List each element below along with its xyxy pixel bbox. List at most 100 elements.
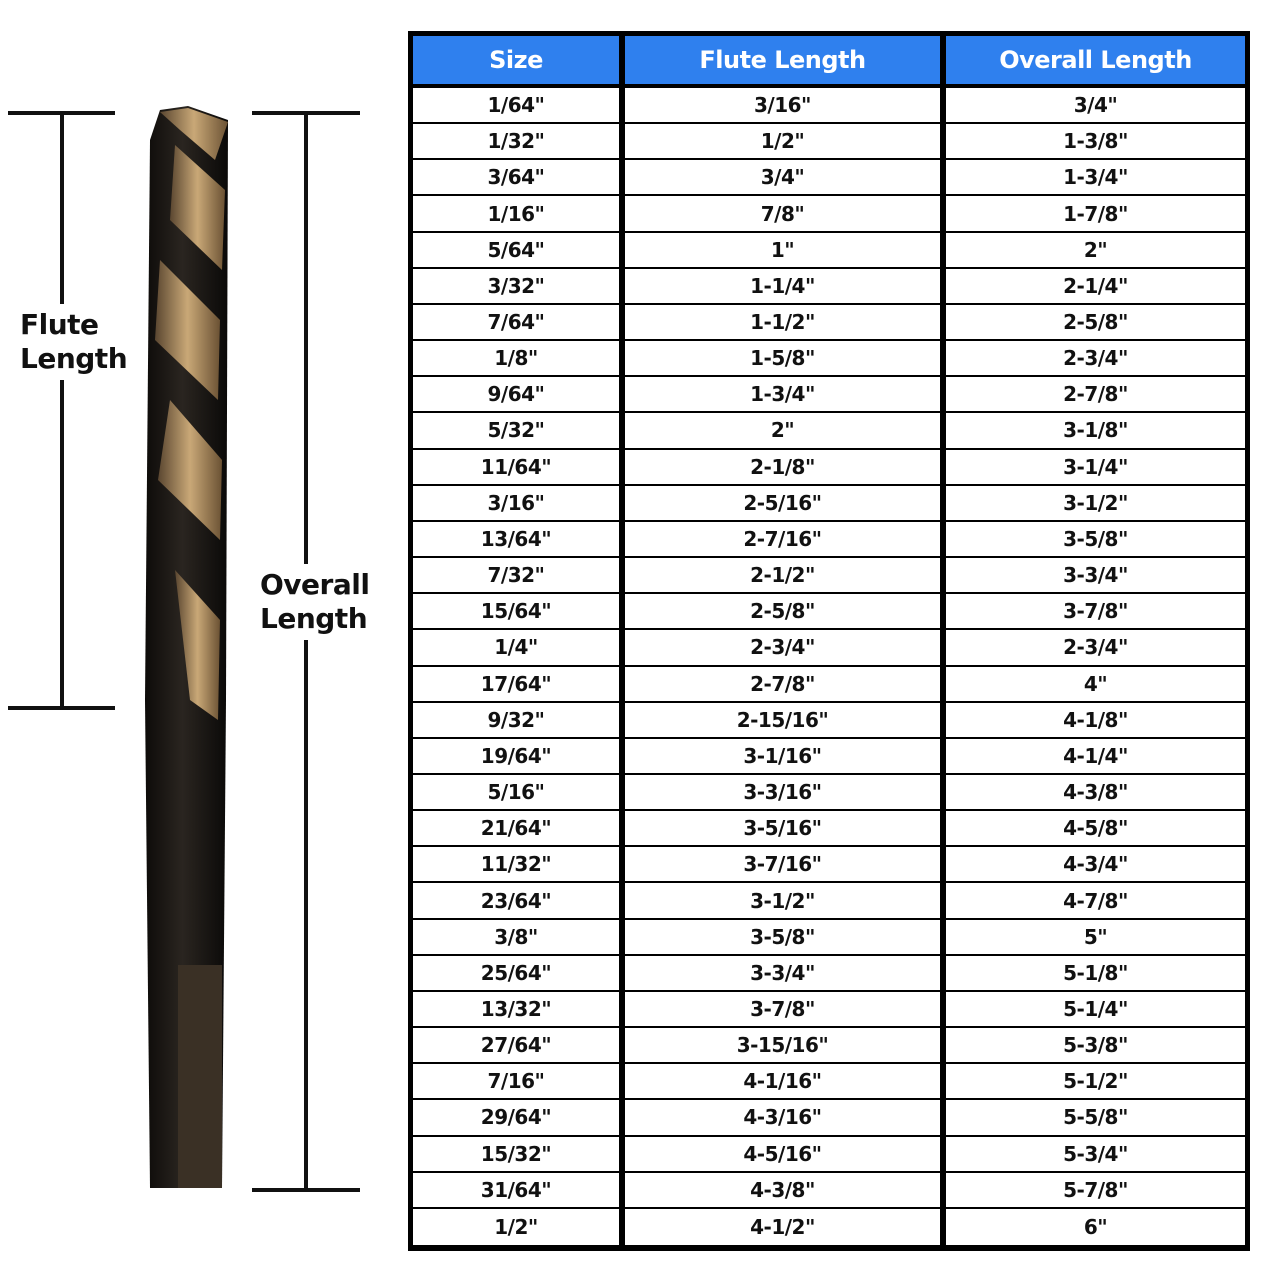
overall-dimension-bottom <box>252 1188 360 1192</box>
cell-flute-length: 3-3/16" <box>625 774 940 810</box>
table-row: 23/64" 3-1/2" 4-7/8" <box>413 883 1245 919</box>
cell-size: 13/64" <box>413 521 619 557</box>
header-size: Size <box>413 36 619 84</box>
cell-overall-length: 1-3/8" <box>946 124 1245 159</box>
table-row: 15/32" 4-5/16" 5-3/4" <box>413 1136 1245 1173</box>
table-row: 3/8" 3-5/8" 5" <box>413 919 1245 956</box>
cell-overall-length: 3-1/8" <box>946 413 1245 448</box>
table-row: 27/64" 3-15/16" 5-3/8" <box>413 1028 1245 1064</box>
table-row: 3/64" 3/4" 1-3/4" <box>413 160 1245 196</box>
cell-flute-length: 4-1/2" <box>625 1208 940 1245</box>
header-overall-length: Overall Length <box>946 36 1245 84</box>
flute-dimension-line <box>60 111 64 710</box>
cell-overall-length: 5" <box>946 919 1245 954</box>
table-row: 7/64" 1-1/2" 2-5/8" <box>413 304 1245 341</box>
table-row: 29/64" 4-3/16" 5-5/8" <box>413 1100 1245 1136</box>
cell-flute-length: 4-3/16" <box>625 1100 940 1135</box>
cell-size: 25/64" <box>413 955 619 990</box>
cell-flute-length: 2-7/16" <box>625 521 940 557</box>
cell-overall-length: 3-5/8" <box>946 521 1245 557</box>
cell-flute-length: 4-1/16" <box>625 1064 940 1099</box>
cell-overall-length: 4-1/8" <box>946 702 1245 737</box>
overall-dimension-line <box>304 111 308 1192</box>
cell-flute-length: 3-7/16" <box>625 847 940 882</box>
cell-flute-length: 1" <box>625 232 940 267</box>
flute-length-label: Flute Length <box>20 304 128 380</box>
cell-size: 3/16" <box>413 485 619 520</box>
cell-overall-length: 4-7/8" <box>946 883 1245 918</box>
table-row: 17/64" 2-7/8" 4" <box>413 666 1245 703</box>
cell-size: 1/64" <box>413 88 619 123</box>
cell-overall-length: 5-5/8" <box>946 1100 1245 1135</box>
cell-flute-length: 3-7/8" <box>625 991 940 1027</box>
cell-size: 3/8" <box>413 919 619 954</box>
cell-flute-length: 1-1/4" <box>625 268 940 303</box>
cell-size: 5/32" <box>413 413 619 448</box>
cell-flute-length: 2-5/8" <box>625 594 940 629</box>
cell-flute-length: 2-5/16" <box>625 485 940 520</box>
table-row: 9/32" 2-15/16" 4-1/8" <box>413 702 1245 739</box>
cell-flute-length: 3-3/4" <box>625 955 940 990</box>
table-row: 1/8" 1-5/8" 2-3/4" <box>413 341 1245 377</box>
cell-flute-length: 3-15/16" <box>625 1028 940 1063</box>
table-row: 5/32" 2" 3-1/8" <box>413 413 1245 449</box>
cell-flute-length: 2-7/8" <box>625 666 940 701</box>
table-row: 1/16" 7/8" 1-7/8" <box>413 196 1245 232</box>
cell-flute-length: 3/16" <box>625 88 940 123</box>
cell-flute-length: 3/4" <box>625 160 940 195</box>
cell-size: 3/64" <box>413 160 619 195</box>
cell-size: 11/64" <box>413 449 619 484</box>
table-row: 11/32" 3-7/16" 4-3/4" <box>413 847 1245 883</box>
cell-overall-length: 2-3/4" <box>946 630 1245 665</box>
cell-size: 9/64" <box>413 377 619 412</box>
table-row: 9/64" 1-3/4" 2-7/8" <box>413 377 1245 413</box>
cell-size: 5/16" <box>413 774 619 810</box>
cell-overall-length: 3-1/2" <box>946 485 1245 520</box>
cell-size: 15/32" <box>413 1136 619 1171</box>
cell-size: 7/32" <box>413 558 619 593</box>
cell-size: 7/64" <box>413 304 619 340</box>
cell-size: 1/2" <box>413 1208 619 1245</box>
cell-overall-length: 1-7/8" <box>946 196 1245 231</box>
cell-flute-length: 1-3/4" <box>625 377 940 412</box>
cell-flute-length: 4-5/16" <box>625 1136 940 1171</box>
cell-overall-length: 3-3/4" <box>946 558 1245 593</box>
cell-flute-length: 1-1/2" <box>625 304 940 340</box>
cell-size: 23/64" <box>413 883 619 918</box>
cell-size: 3/32" <box>413 268 619 303</box>
size-table: Size Flute Length Overall Length 1/64" 3/… <box>408 31 1250 1251</box>
cell-size: 5/64" <box>413 232 619 267</box>
cell-flute-length: 2" <box>625 413 940 448</box>
cell-flute-length: 2-3/4" <box>625 630 940 665</box>
table-header: Size Flute Length Overall Length <box>413 36 1245 84</box>
cell-overall-length: 2" <box>946 232 1245 267</box>
table-row: 21/64" 3-5/16" 4-5/8" <box>413 811 1245 847</box>
cell-overall-length: 3-1/4" <box>946 449 1245 484</box>
table-row: 1/4" 2-3/4" 2-3/4" <box>413 630 1245 666</box>
cell-overall-length: 1-3/4" <box>946 160 1245 195</box>
table-row: 13/64" 2-7/16" 3-5/8" <box>413 521 1245 558</box>
cell-flute-length: 4-3/8" <box>625 1172 940 1207</box>
cell-flute-length: 3-5/8" <box>625 919 940 954</box>
cell-flute-length: 7/8" <box>625 196 940 231</box>
cell-overall-length: 4-3/8" <box>946 774 1245 810</box>
cell-size: 31/64" <box>413 1172 619 1207</box>
cell-flute-length: 2-1/2" <box>625 558 940 593</box>
table-row: 31/64" 4-3/8" 5-7/8" <box>413 1172 1245 1209</box>
cell-flute-length: 3-5/16" <box>625 811 940 846</box>
cell-overall-length: 2-3/4" <box>946 341 1245 376</box>
cell-overall-length: 5-3/8" <box>946 1028 1245 1063</box>
cell-overall-length: 5-1/4" <box>946 991 1245 1027</box>
table-row: 1/32" 1/2" 1-3/8" <box>413 124 1245 160</box>
cell-flute-length: 3-1/16" <box>625 738 940 773</box>
cell-overall-length: 5-1/8" <box>946 955 1245 990</box>
drill-bit-image <box>145 106 228 1188</box>
cell-size: 7/16" <box>413 1064 619 1099</box>
table-row: 25/64" 3-3/4" 5-1/8" <box>413 955 1245 992</box>
cell-size: 11/32" <box>413 847 619 882</box>
cell-flute-length: 3-1/2" <box>625 883 940 918</box>
cell-size: 27/64" <box>413 1028 619 1063</box>
cell-size: 1/16" <box>413 196 619 231</box>
cell-size: 1/32" <box>413 124 619 159</box>
